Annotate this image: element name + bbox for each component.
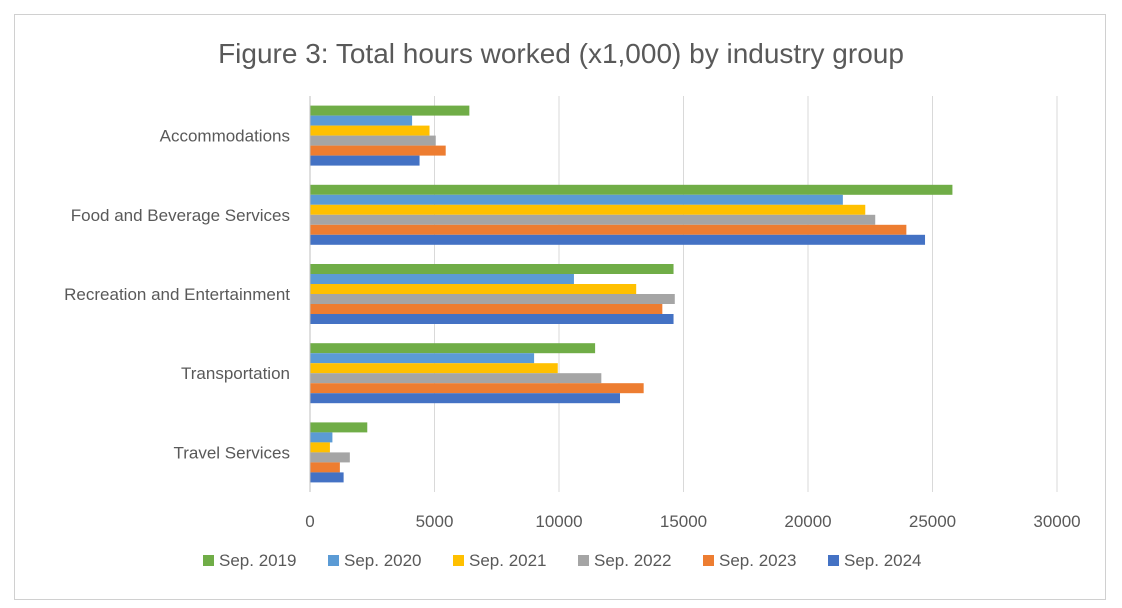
category-label: Accommodations (160, 127, 290, 146)
bar (310, 422, 368, 433)
category-label: Travel Services (173, 443, 290, 462)
bar (310, 234, 926, 245)
bar (310, 393, 621, 404)
x-tick-label: 25000 (909, 512, 956, 531)
legend-label: Sep. 2024 (844, 551, 922, 570)
bar (310, 284, 637, 294)
bar (310, 105, 470, 116)
bar (310, 353, 535, 364)
bar (310, 125, 430, 136)
legend-swatch (328, 555, 339, 566)
chart-area: Figure 3: Total hours worked (x1,000) by… (14, 14, 1106, 600)
bar (310, 452, 350, 463)
bar (310, 432, 333, 443)
x-tick-label: 20000 (784, 512, 831, 531)
bar (310, 274, 574, 284)
bar (310, 135, 436, 146)
legend-label: Sep. 2022 (594, 551, 672, 570)
legend-label: Sep. 2020 (344, 551, 422, 570)
bar (310, 294, 675, 304)
gridlines (434, 96, 1058, 492)
bar (310, 314, 674, 324)
bar (310, 442, 330, 453)
x-tick-label: 30000 (1033, 512, 1080, 531)
bar (310, 304, 663, 314)
bar (310, 145, 446, 156)
bars (310, 105, 953, 483)
x-tick-label: 15000 (660, 512, 707, 531)
legend-swatch (703, 555, 714, 566)
legend-swatch (203, 555, 214, 566)
bar (310, 472, 344, 483)
chart-title: Figure 3: Total hours worked (x1,000) by… (218, 38, 904, 69)
bar (310, 115, 413, 126)
x-tick-label: 5000 (416, 512, 454, 531)
bar (310, 373, 602, 384)
legend-swatch (578, 555, 589, 566)
category-label: Transportation (181, 364, 290, 383)
bar (310, 343, 596, 354)
legend-label: Sep. 2019 (219, 551, 297, 570)
legend: Sep. 2019 Sep. 2020 Sep. 2021 Sep. 2022 Sep.… (203, 551, 922, 570)
legend-swatch (828, 555, 839, 566)
bar (310, 155, 420, 166)
bar (310, 264, 674, 274)
bar (310, 194, 843, 205)
bar (310, 184, 953, 195)
bar (310, 363, 558, 374)
bar (310, 214, 876, 225)
bar (310, 383, 644, 394)
legend-label: Sep. 2023 (719, 551, 797, 570)
legend-label: Sep. 2021 (469, 551, 547, 570)
category-label: Recreation and Entertainment (64, 285, 290, 304)
legend-swatch (453, 555, 464, 566)
x-tick-label: 0 (305, 512, 314, 531)
axes: 0 5000 10000 15000 20000 25000 30000 Accommodat… (64, 96, 1081, 531)
bar (310, 224, 907, 235)
category-label: Food and Beverage Services (71, 206, 290, 225)
x-tick-label: 10000 (535, 512, 582, 531)
bar (310, 462, 340, 473)
bar (310, 204, 866, 215)
chart-svg: Figure 3: Total hours worked (x1,000) by… (64, 38, 1081, 570)
